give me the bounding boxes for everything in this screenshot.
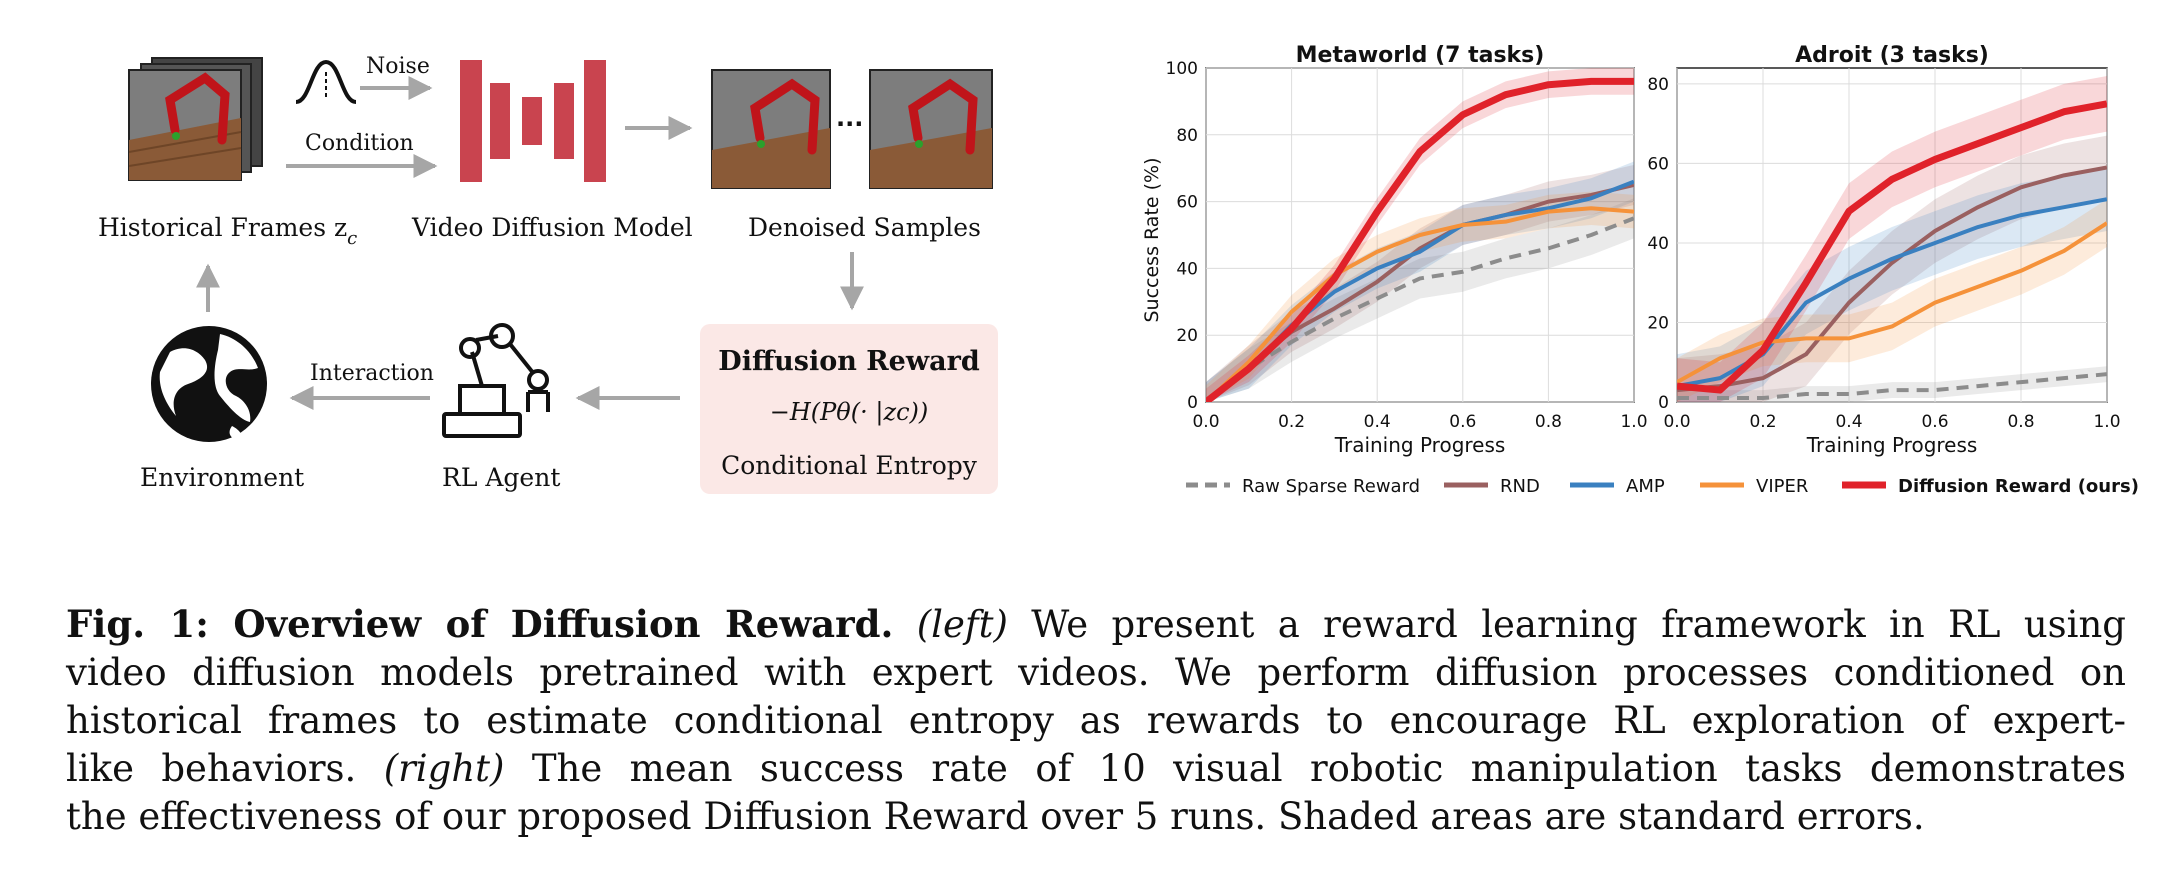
metaworld-xtick-label: 1.0 <box>1620 412 1647 432</box>
adroit-line-raw-sparse-reward <box>1677 372 2107 401</box>
video-diffusion-model-icon <box>460 60 606 182</box>
noise-icon <box>295 59 357 104</box>
historical-frames-stack <box>128 57 263 181</box>
caption-line-3: historical frames to estimate conditiona… <box>66 699 2126 742</box>
diffusion-reward-formula: −H(Pθ(· |zc)) <box>770 398 929 427</box>
rl-agent-label: RL Agent <box>442 463 560 492</box>
adroit-title: Adroit (3 tasks) <box>1795 43 1989 68</box>
denoised-samples-label: Denoised Samples <box>748 213 981 242</box>
metaworld-ylabel: Success Rate (%) <box>1141 157 1163 322</box>
legend-label-rnd: RND <box>1500 476 1540 497</box>
adroit-xtick-label: 1.0 <box>2093 412 2120 432</box>
metaworld-xtick-label: 0.2 <box>1278 412 1305 432</box>
metaworld-title: Metaworld (7 tasks) <box>1296 43 1545 68</box>
legend-label-diffusion-reward-ours: Diffusion Reward (ours) <box>1898 476 2139 497</box>
chart-legend: Raw Sparse Reward RND AMP VIPER Diffusion Re… <box>1186 476 2139 497</box>
environment-label: Environment <box>140 463 304 492</box>
caption-line-4a: like behaviors. <box>66 747 384 790</box>
metaworld-line-diffusion-reward-ours <box>1206 77 1634 402</box>
adroit-line-rnd <box>1677 165 2107 393</box>
svg-text:Historical Frames zc: Historical Frames zc <box>98 213 357 249</box>
legend-label-raw-sparse-reward: Raw Sparse Reward <box>1242 476 1420 497</box>
metaworld-ytick-label: 80 <box>1176 126 1198 146</box>
legend-label-amp: AMP <box>1626 476 1665 497</box>
adroit-band-rnd <box>1677 135 2107 402</box>
metaworld-band-raw-sparse-reward <box>1206 198 1634 402</box>
globe-icon <box>151 326 267 442</box>
diffusion-reward-box <box>700 324 998 494</box>
denoised-sample-2 <box>869 69 993 189</box>
adroit-xtick-label: 0.8 <box>2007 412 2034 432</box>
adroit-xtick-label: 0.4 <box>1835 412 1862 432</box>
caption-right-tag: (right) <box>383 747 505 790</box>
adroit-series-group <box>1677 75 2107 402</box>
adroit-band-raw-sparse-reward <box>1677 366 2107 402</box>
metaworld-ytick-label: 20 <box>1176 326 1198 346</box>
interaction-label: Interaction <box>310 361 434 386</box>
adroit-xtick-label: 0.0 <box>1663 412 1690 432</box>
metaworld-xtick-label: 0.0 <box>1192 412 1219 432</box>
noise-label: Noise <box>366 54 430 79</box>
metaworld-ytick-label: 60 <box>1176 193 1198 213</box>
metaworld-line-raw-sparse-reward <box>1206 216 1634 402</box>
diffusion-reward-title: Diffusion Reward <box>718 346 980 377</box>
robot-arm-icon <box>442 323 550 438</box>
adroit-xlabel: Training Progress <box>1806 433 1978 457</box>
metaworld-xtick-label: 0.4 <box>1364 412 1391 432</box>
metaworld-series-group <box>1206 68 1634 402</box>
metaworld-band-rnd <box>1206 164 1634 402</box>
caption-label: Fig. 1: Overview of Diffusion Reward. <box>66 602 894 646</box>
caption-line-2: video diffusion models pretrained with e… <box>66 651 2126 694</box>
legend-label-viper: VIPER <box>1756 476 1808 497</box>
caption-text-1: We present a reward learning framework i… <box>1007 603 2126 646</box>
metaworld-ytick-label: 0 <box>1187 393 1198 413</box>
adroit-xtick-label: 0.2 <box>1749 412 1776 432</box>
adroit-ytick-label: 40 <box>1647 234 1669 254</box>
overview-figure: Historical Frames zc Noise Condition Vid… <box>98 43 2139 497</box>
metaworld-xlabel: Training Progress <box>1334 433 1506 457</box>
adroit-ytick-label: 80 <box>1647 75 1669 95</box>
caption-line-5: the effectiveness of our proposed Diffus… <box>66 795 1925 838</box>
metaworld-xtick-label: 0.8 <box>1535 412 1562 432</box>
historical-frames-label: Historical Frames zc <box>98 213 357 249</box>
caption-line-4b: The mean success rate of 10 visual robot… <box>504 747 2126 790</box>
caption-left-tag: (left) <box>916 603 1008 646</box>
conditional-entropy-label: Conditional Entropy <box>721 451 978 480</box>
metaworld-xtick-label: 0.6 <box>1449 412 1476 432</box>
metaworld-ytick-label: 100 <box>1166 59 1198 79</box>
metaworld-chart: Metaworld (7 tasks) Success Rate (%) Tra… <box>1141 43 1648 457</box>
adroit-ytick-label: 60 <box>1647 154 1669 174</box>
figure-caption: Fig. 1: Overview of Diffusion Reward. (l… <box>66 600 2126 841</box>
adroit-line-viper <box>1677 221 2107 384</box>
adroit-xtick-label: 0.6 <box>1921 412 1948 432</box>
adroit-ytick-label: 20 <box>1647 313 1669 333</box>
denoised-sample-1 <box>711 69 831 189</box>
adroit-ytick-label: 0 <box>1658 393 1669 413</box>
video-diffusion-label: Video Diffusion Model <box>411 213 693 242</box>
metaworld-line-viper <box>1206 206 1634 402</box>
metaworld-ytick-label: 40 <box>1176 259 1198 279</box>
samples-ellipsis: ··· <box>836 110 863 138</box>
adroit-chart: Adroit (3 tasks) Training Progress 0.0 0.… <box>1647 43 2120 457</box>
adroit-band-viper <box>1677 199 2107 402</box>
condition-label: Condition <box>305 131 414 156</box>
adroit-line-diffusion-reward-ours <box>1677 100 2107 394</box>
metaworld-band-amp <box>1206 161 1634 402</box>
adroit-band-amp <box>1677 167 2107 402</box>
robot-frame-image <box>128 69 242 181</box>
